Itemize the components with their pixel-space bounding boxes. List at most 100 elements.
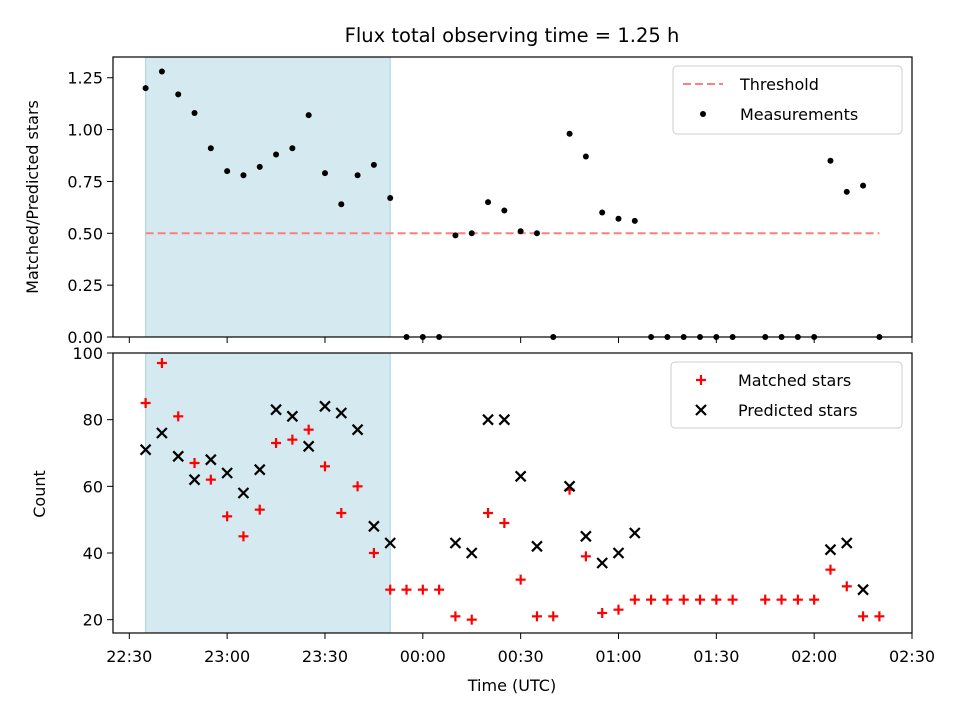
series-matched-stars — [140, 358, 885, 625]
data-point — [434, 584, 445, 595]
x-tick-label: 02:30 — [889, 647, 935, 666]
data-point — [207, 145, 214, 152]
legend-swatch — [700, 111, 706, 117]
y-tick-label: 1.00 — [67, 121, 103, 140]
data-point — [514, 470, 527, 483]
data-point — [319, 461, 330, 472]
y-tick-label: 1.25 — [67, 69, 103, 88]
series-measurements — [142, 68, 883, 340]
data-point — [646, 594, 657, 605]
data-point — [563, 480, 576, 493]
data-point — [273, 151, 280, 158]
data-point — [596, 557, 608, 569]
data-point — [466, 614, 477, 625]
data-point — [615, 215, 622, 222]
data-point — [156, 427, 168, 439]
data-point — [662, 594, 673, 605]
legend-swatch — [696, 375, 706, 385]
data-point — [253, 463, 266, 476]
data-point — [173, 411, 184, 422]
x-tick-label: 22:30 — [106, 647, 152, 666]
data-point — [205, 453, 217, 466]
y-tick-label: 0.00 — [67, 328, 103, 347]
x-tick-label: 00:00 — [400, 647, 446, 666]
x-tick-label: 01:30 — [693, 647, 739, 666]
data-point — [305, 112, 312, 119]
data-point — [256, 163, 263, 170]
data-point — [515, 574, 526, 585]
bottom-y-axis-title: Count — [30, 470, 49, 518]
data-point — [224, 168, 231, 175]
data-point — [858, 611, 869, 622]
data-point — [465, 547, 478, 559]
axes-frame — [112, 56, 913, 338]
data-point — [498, 413, 511, 426]
data-point — [857, 583, 869, 596]
y-tick-label: 20 — [83, 611, 103, 630]
data-point — [387, 195, 394, 202]
data-point — [840, 537, 853, 549]
legend: Matched stars Predicted stars — [670, 361, 903, 429]
data-point — [238, 531, 249, 542]
data-point — [531, 540, 543, 553]
data-point — [205, 474, 216, 485]
data-point — [613, 604, 624, 615]
legend-box — [670, 361, 903, 429]
data-point — [792, 594, 803, 605]
data-point — [499, 518, 510, 528]
data-point — [824, 543, 837, 556]
data-point — [221, 467, 233, 479]
top-panel: 0.00 0.25 0.50 0.75 1.00 1.25 Threshold Measure… — [67, 56, 913, 347]
data-point — [401, 584, 412, 595]
data-point — [158, 68, 165, 75]
x-tick-label: 23:00 — [204, 647, 250, 666]
legend-label: Matched stars — [738, 371, 851, 390]
data-point — [566, 130, 573, 137]
data-point — [825, 564, 836, 575]
data-point — [517, 228, 524, 235]
series-predicted-stars — [139, 400, 869, 596]
data-point — [140, 398, 151, 408]
legend-swatch — [695, 404, 707, 416]
data-point — [352, 481, 363, 492]
y-tick-label: 40 — [83, 544, 103, 563]
data-point — [370, 161, 377, 168]
data-point — [482, 413, 494, 426]
x-tick-label: 00:30 — [498, 647, 544, 666]
data-point — [303, 424, 314, 435]
data-point — [240, 172, 247, 179]
data-point — [417, 584, 428, 595]
data-point — [501, 207, 508, 214]
data-point — [191, 110, 198, 116]
data-point — [142, 85, 149, 92]
data-point — [254, 504, 265, 515]
data-point — [580, 551, 591, 562]
x-tick-label: 02:00 — [791, 647, 837, 666]
y-tick-label: 100 — [72, 344, 103, 363]
data-point — [612, 547, 625, 559]
data-point — [483, 508, 494, 518]
axes-frame — [112, 352, 913, 634]
data-point — [175, 91, 182, 98]
data-point — [271, 438, 282, 448]
data-point — [485, 199, 492, 206]
data-point — [450, 611, 461, 622]
observing-interval-shade — [145, 56, 391, 338]
data-point — [321, 170, 328, 177]
data-point — [385, 584, 396, 595]
data-point — [776, 594, 787, 605]
data-point — [760, 594, 771, 605]
legend-label: Threshold — [739, 75, 819, 94]
data-point — [452, 232, 459, 239]
data-point — [319, 400, 331, 413]
x-axis-title: Time (UTC) — [467, 676, 556, 695]
data-point — [270, 403, 282, 416]
data-point — [582, 153, 589, 160]
data-point — [302, 440, 315, 453]
top-y-axis-title: Matched/Predicted stars — [23, 100, 42, 294]
y-tick-label: 80 — [83, 411, 103, 430]
data-point — [631, 217, 638, 224]
data-point — [172, 450, 185, 463]
data-point — [368, 520, 380, 533]
data-point — [678, 594, 689, 605]
